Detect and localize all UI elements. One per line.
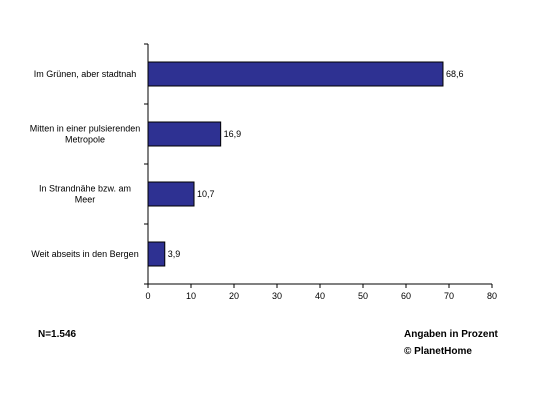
category-label: Weit abseits in den Bergen xyxy=(31,249,138,259)
x-tick-label: 80 xyxy=(487,291,497,301)
data-label: 3,9 xyxy=(168,249,181,259)
y-axis xyxy=(144,43,149,285)
x-tick-label: 30 xyxy=(272,291,282,301)
category-label: Mitten in einer pulsierenden xyxy=(30,124,141,134)
x-tick-label: 60 xyxy=(401,291,411,301)
bar xyxy=(147,61,444,87)
category-label: In Strandnähe bzw. am xyxy=(39,184,131,194)
bar xyxy=(147,241,166,267)
unit-note-label: Angaben in Prozent xyxy=(404,329,498,340)
source-label: © PlanetHome xyxy=(404,346,472,357)
category-label: Im Grünen, aber stadtnah xyxy=(34,69,137,79)
data-label: 10,7 xyxy=(197,189,215,199)
x-axis: 0 10 20 30 40 50 60 70 80 xyxy=(145,283,497,301)
data-label: 68,6 xyxy=(446,69,464,79)
bar xyxy=(147,121,222,147)
x-tick-label: 20 xyxy=(229,291,239,301)
x-tick-label: 0 xyxy=(145,291,150,301)
x-tick-label: 50 xyxy=(358,291,368,301)
category-label: Meer xyxy=(75,195,96,205)
category-labels: Im Grünen, aber stadtnah Mitten in einer … xyxy=(30,69,141,259)
bar xyxy=(147,181,195,207)
x-tick-label: 10 xyxy=(186,291,196,301)
x-tick-label: 40 xyxy=(315,291,325,301)
x-tick-label: 70 xyxy=(444,291,454,301)
data-label: 16,9 xyxy=(224,129,242,139)
sample-size-label: N=1.546 xyxy=(38,329,77,340)
data-labels: 68,6 16,9 10,7 3,9 xyxy=(168,69,464,259)
category-label: Metropole xyxy=(65,135,105,145)
bars xyxy=(147,61,444,267)
